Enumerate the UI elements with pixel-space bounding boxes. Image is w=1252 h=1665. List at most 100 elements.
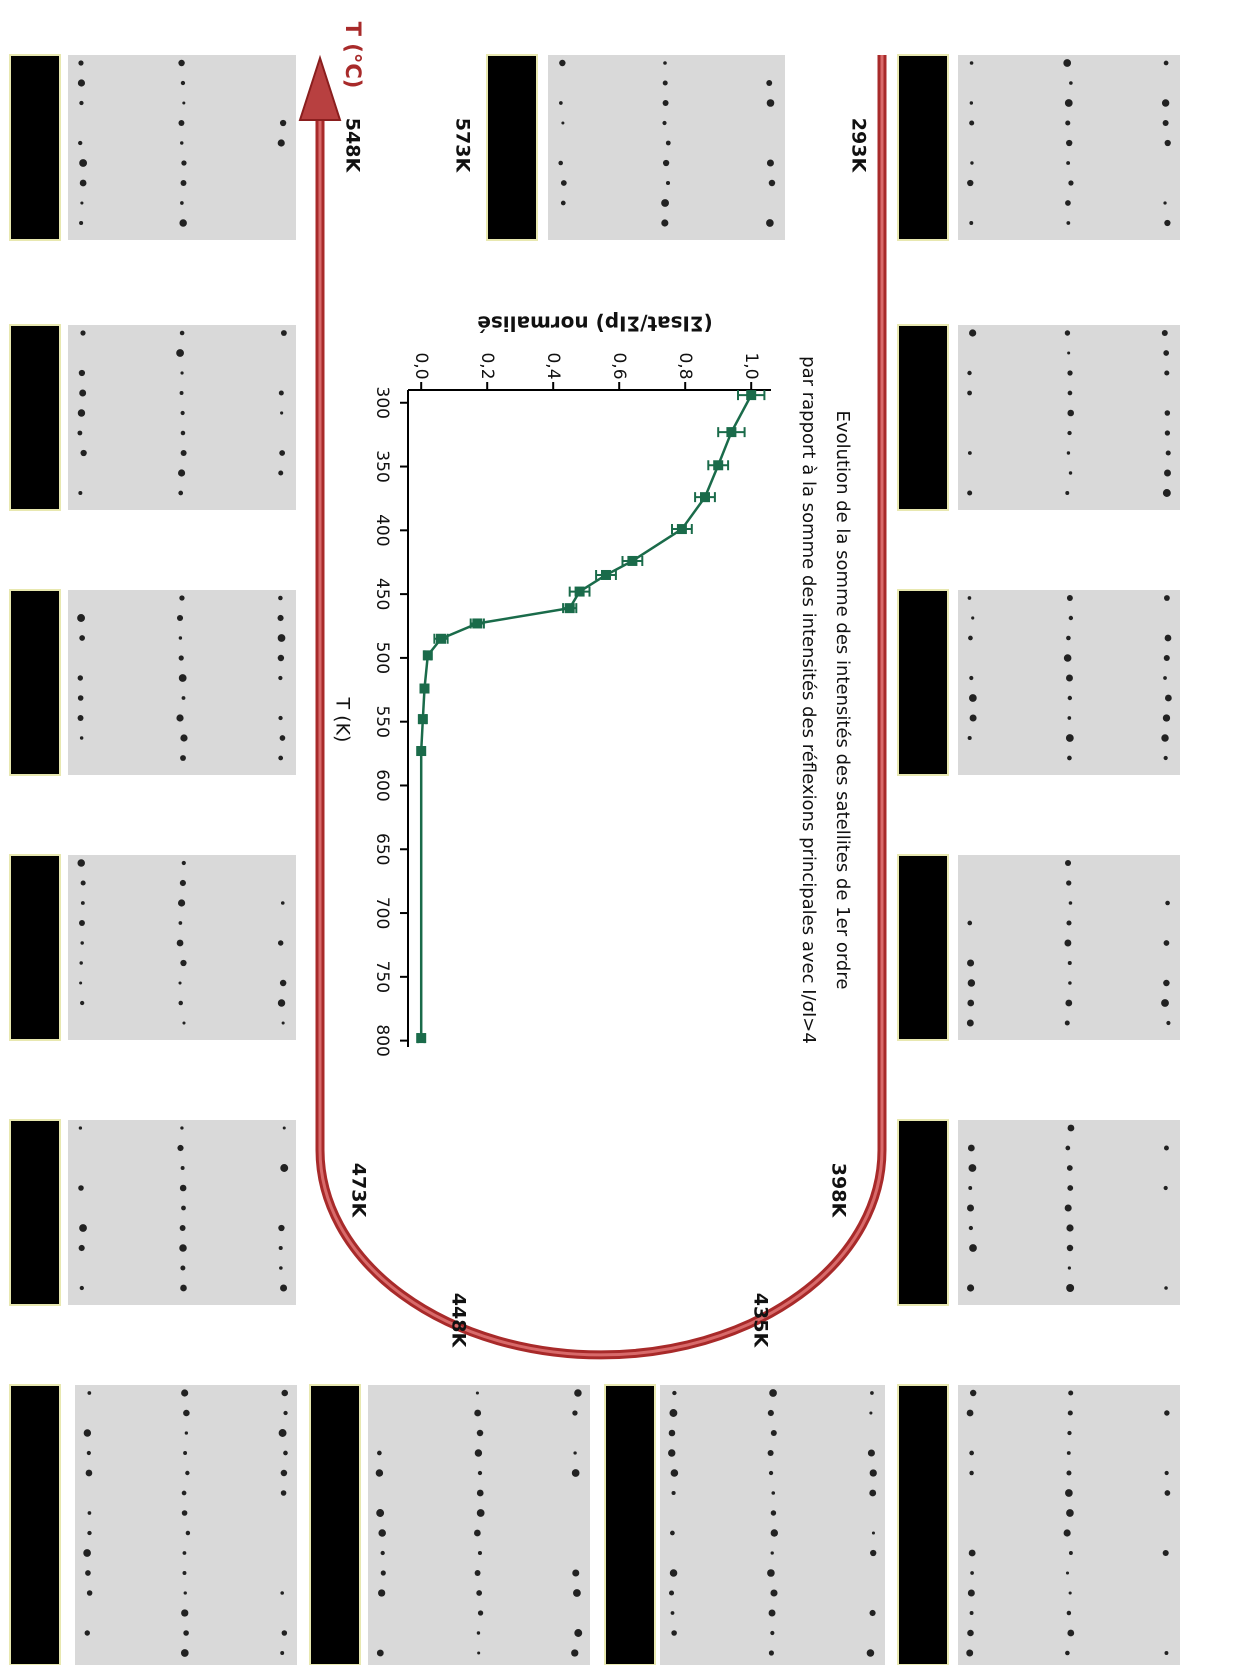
data-point (574, 586, 585, 597)
spot (967, 1589, 975, 1597)
spot (867, 1449, 875, 1457)
spot (280, 1469, 288, 1477)
spot (1164, 1470, 1169, 1476)
spot (967, 979, 976, 987)
spot (1065, 734, 1074, 742)
spot (84, 1630, 90, 1636)
spot (1067, 960, 1072, 966)
spot (180, 450, 187, 456)
spot (969, 1389, 977, 1397)
spot (1162, 489, 1171, 497)
spot (181, 696, 186, 700)
spot (968, 1225, 973, 1231)
y-tick-label: 1,0 (741, 352, 761, 379)
arrow-label: T (°C) (341, 22, 365, 89)
spot (969, 1470, 974, 1476)
spot (80, 901, 85, 905)
spot (870, 1549, 877, 1557)
spot (181, 1205, 186, 1211)
data-point (416, 1033, 427, 1044)
detector-strip (897, 54, 949, 241)
spot (1065, 1650, 1070, 1656)
spot (477, 1470, 483, 1476)
x-tick-label: 350 (372, 450, 392, 482)
spot (967, 596, 972, 600)
spot (670, 1611, 675, 1615)
detector-strip (9, 854, 61, 1041)
spot (178, 1000, 183, 1006)
spot (968, 1186, 973, 1190)
spot (279, 1266, 283, 1270)
spot (176, 714, 184, 722)
y-tick-label: 0,8 (675, 352, 695, 379)
spot (79, 179, 87, 187)
spot (476, 1489, 484, 1497)
spot (79, 389, 87, 397)
spot (1068, 615, 1074, 621)
data-point (726, 427, 737, 438)
spot (1065, 999, 1073, 1007)
spot (571, 1649, 579, 1657)
spot (1067, 695, 1073, 701)
spot (181, 1389, 189, 1397)
spot (182, 1571, 187, 1575)
data-point (627, 555, 638, 566)
spot (969, 675, 974, 681)
diffraction-image (68, 1120, 296, 1305)
chart: 300 350 400 450 500 550 600 650 700 750 800 0,0 0,2 0… (372, 352, 771, 1057)
spot (281, 1389, 289, 1397)
detector-strip (897, 1384, 949, 1665)
spot (83, 1429, 92, 1437)
spot (77, 79, 86, 87)
spot (869, 1609, 876, 1617)
spot (1065, 1571, 1070, 1575)
spot (476, 1590, 483, 1596)
spot (83, 1549, 91, 1557)
detector-strip (897, 1119, 949, 1306)
spot (277, 634, 286, 642)
spot (967, 1284, 975, 1292)
spot (279, 119, 287, 127)
spot (280, 1284, 288, 1292)
spot (1163, 979, 1170, 987)
spot (280, 1591, 284, 1595)
spot (79, 981, 83, 985)
spot (477, 1550, 483, 1556)
x-tick-label: 500 (372, 642, 392, 674)
spot (180, 1265, 186, 1271)
x-tick-label: 600 (372, 769, 392, 801)
spot (477, 1610, 484, 1616)
spot (1065, 120, 1071, 126)
diffraction-image (68, 590, 296, 775)
spot (178, 469, 186, 477)
diffraction-image (368, 1385, 590, 1665)
spot (1163, 654, 1170, 662)
spot (1064, 939, 1072, 947)
x-tick-label: 750 (372, 961, 392, 993)
detector-strip (486, 54, 538, 241)
spot (1066, 139, 1073, 147)
spot (1067, 716, 1072, 720)
spot (476, 1631, 481, 1635)
spot (475, 1391, 479, 1395)
detector-strip (9, 589, 61, 776)
spot (767, 1569, 775, 1577)
spot (968, 635, 973, 641)
spot (1066, 1509, 1074, 1517)
spot (559, 101, 563, 105)
spot (1066, 880, 1072, 886)
detector-strip (9, 324, 61, 511)
spot (670, 1530, 675, 1536)
spot (176, 939, 184, 947)
spot (665, 180, 671, 186)
spot (1068, 471, 1073, 475)
spot (80, 330, 86, 336)
spot (1163, 60, 1169, 66)
spot (1163, 595, 1170, 601)
spot (1161, 329, 1168, 337)
spot (1064, 99, 1073, 107)
spot (78, 1126, 83, 1130)
spot (1068, 1591, 1072, 1595)
spot (572, 1410, 578, 1416)
